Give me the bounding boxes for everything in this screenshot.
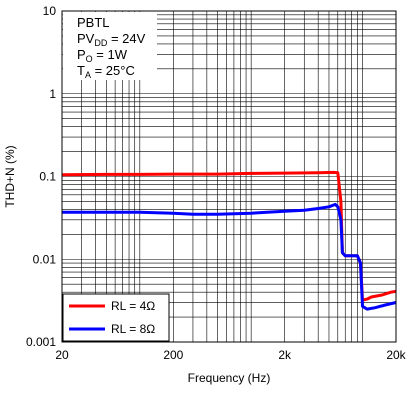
series-line-8ohm [62, 202, 397, 311]
legend-box [62, 293, 170, 342]
condition-po-value: = 1W [93, 47, 128, 62]
condition-mode: PBTL [77, 15, 110, 30]
plot-frame [61, 10, 397, 343]
y-tick-label: 0.1 [39, 170, 56, 184]
tick-labels: 20 200 2k 20k 0.001 0.01 0.1 1 10 [26, 4, 407, 362]
y-tick-label: 10 [43, 4, 57, 18]
legend: RL = 4Ω RL = 8Ω [62, 293, 170, 342]
condition-po: PO = 1W [77, 47, 128, 64]
condition-pvdd-symbol: PV [77, 31, 95, 46]
x-tick-label: 200 [163, 348, 183, 362]
legend-label-8ohm: RL = 8Ω [111, 322, 155, 336]
y-axis-label: THD+N (%) [3, 145, 17, 207]
x-tick-label: 20k [386, 348, 406, 362]
condition-ta-subscript: A [85, 70, 91, 80]
condition-ta-symbol: T [77, 63, 85, 78]
condition-pvdd: PVDD = 24V [77, 31, 146, 48]
condition-ta-value: = 25°C [91, 63, 135, 78]
y-tick-label: 0.01 [33, 252, 57, 266]
data-series [61, 170, 397, 311]
y-tick-label: 0.001 [26, 335, 56, 349]
x-tick-label: 20 [55, 348, 69, 362]
condition-po-symbol: P [77, 47, 86, 62]
conditions-box-background [63, 12, 157, 80]
legend-label-4ohm: RL = 4Ω [111, 299, 155, 313]
condition-po-subscript: O [86, 54, 93, 64]
conditions-box: PBTL PVDD = 24V PO = 1W TA = 25°C [63, 12, 157, 80]
x-axis-label: Frequency (Hz) [188, 371, 271, 385]
x-tick-label: 2k [278, 348, 292, 362]
y-tick-label: 1 [49, 87, 56, 101]
condition-pvdd-value: = 24V [107, 31, 145, 46]
condition-pvdd-subscript: DD [94, 38, 107, 48]
condition-ta: TA = 25°C [77, 63, 135, 80]
